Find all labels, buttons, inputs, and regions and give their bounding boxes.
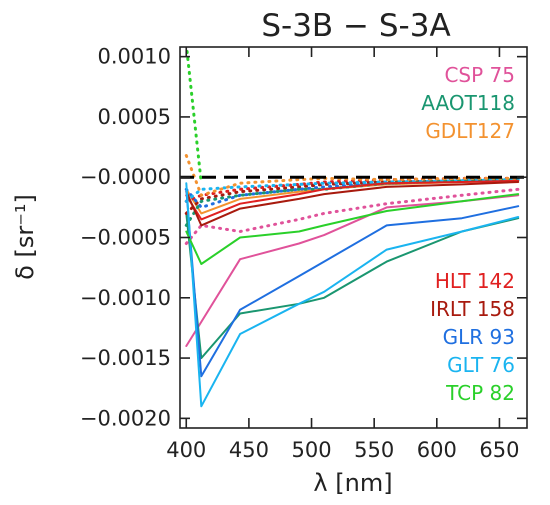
- y-tick-label: −0.0010: [80, 286, 171, 310]
- x-tick-label: 650: [479, 438, 519, 462]
- legend-entry-glr-93: GLR 93: [443, 325, 515, 349]
- series-line-gdlt127: [184, 154, 520, 197]
- legend-entry-csp-75: CSP 75: [444, 63, 515, 87]
- legend-entry-aaot118: AAOT118: [421, 91, 515, 115]
- legend-entry-hlt-142: HLT 142: [435, 269, 515, 293]
- y-tick-label: 0.0010: [98, 45, 171, 69]
- y-axis-label: δ [sr⁻¹]: [11, 194, 39, 280]
- ticks-layer: 400 450 500 550 600 650 0.0010 0.0005 −0.0000 −0.…: [80, 45, 527, 462]
- x-tick-label: 550: [354, 438, 394, 462]
- chart-title: S-3B − S-3A: [261, 8, 450, 44]
- y-tick-label: −0.0020: [80, 406, 171, 430]
- series-line-irlt-158: [185, 181, 520, 227]
- legend-layer: CSP 75 AAOT118 GDLT127 HLT 142 IRLT 158 GLR 9…: [421, 63, 515, 405]
- series-line-extra-5: [184, 178, 520, 215]
- y-tick-label: 0.0005: [98, 105, 171, 129]
- series-line-glt-76: [185, 182, 520, 408]
- x-tick-label: 450: [229, 438, 269, 462]
- legend-entry-tcp-82: TCP 82: [445, 381, 515, 405]
- x-tick-label: 600: [417, 438, 457, 462]
- legend-entry-irlt-158: IRLT 158: [430, 297, 515, 321]
- series-line-extra-7: [184, 178, 520, 203]
- x-axis-label: λ [nm]: [313, 469, 392, 497]
- y-tick-label: −0.0015: [80, 346, 171, 370]
- data-layer: [180, 47, 527, 408]
- series-line-hlt-142: [185, 179, 520, 221]
- y-tick-label: −0.0000: [80, 165, 171, 189]
- series-line-glr-93: [185, 188, 520, 378]
- series-line-csp-75: [184, 187, 520, 245]
- series-line-aaot118: [184, 178, 520, 227]
- legend-entry-gdlt127: GDLT127: [425, 119, 515, 143]
- legend-entry-glt-76: GLT 76: [447, 353, 515, 377]
- series-line-extra-2: [185, 212, 520, 360]
- x-tick-label: 500: [291, 438, 331, 462]
- series-line-extra-8: [185, 47, 203, 185]
- x-tick-label: 400: [166, 438, 206, 462]
- series-line-tcp-82: [185, 193, 520, 265]
- y-tick-label: −0.0005: [80, 226, 171, 250]
